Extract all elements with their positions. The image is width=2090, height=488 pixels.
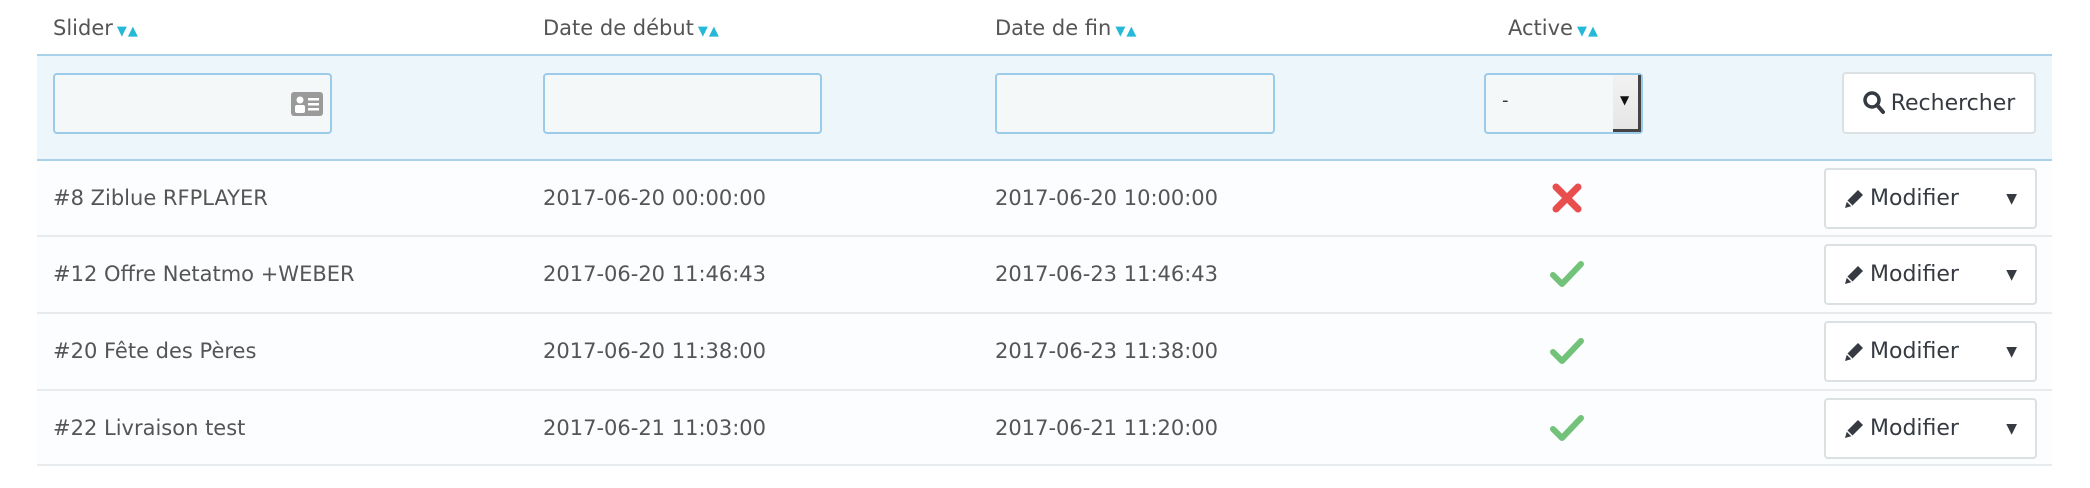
dropdown-caret-icon[interactable]: ▼ xyxy=(2006,190,2017,207)
dropdown-caret-icon[interactable]: ▼ xyxy=(2006,420,2017,437)
sort-asc-icon[interactable]: ▲ xyxy=(708,24,720,39)
slider-name: #22 Livraison test xyxy=(53,416,246,440)
table-row: #20 Fête des Pères 2017-06-20 11:38:00 2… xyxy=(37,314,2052,391)
modifier-button[interactable]: Modifier ▼ xyxy=(1824,398,2037,459)
slider-name: #20 Fête des Pères xyxy=(53,339,257,363)
column-header-date-debut: Date de début ▼▲ xyxy=(543,16,720,40)
modifier-button[interactable]: Modifier ▼ xyxy=(1824,168,2037,229)
start-date: 2017-06-21 11:03:00 xyxy=(543,416,767,440)
contact-card-icon xyxy=(291,92,323,116)
sort-icons[interactable]: ▼▲ xyxy=(1115,24,1137,39)
pencil-icon xyxy=(1845,419,1863,438)
modifier-label: Modifier xyxy=(1870,262,1959,287)
modifier-label: Modifier xyxy=(1870,339,1959,364)
start-date: 2017-06-20 11:38:00 xyxy=(543,339,767,363)
sort-icons[interactable]: ▼▲ xyxy=(1577,24,1599,39)
pencil-icon xyxy=(1845,265,1863,284)
end-date: 2017-06-23 11:38:00 xyxy=(995,339,1219,363)
sort-icons[interactable]: ▼▲ xyxy=(117,24,139,39)
start-date: 2017-06-20 00:00:00 xyxy=(543,186,767,210)
check-icon[interactable] xyxy=(1550,413,1584,448)
date-debut-filter-input[interactable] xyxy=(543,73,822,134)
sort-desc-icon[interactable]: ▼ xyxy=(697,24,709,39)
modifier-label: Modifier xyxy=(1870,416,1959,441)
sort-asc-icon[interactable]: ▲ xyxy=(1587,24,1599,39)
column-header-date-fin: Date de fin ▼▲ xyxy=(995,16,1138,40)
dropdown-caret-icon[interactable]: ▼ xyxy=(2006,343,2017,360)
modifier-button[interactable]: Modifier ▼ xyxy=(1824,321,2037,382)
active-filter-select[interactable]: - ▼ xyxy=(1484,73,1643,134)
sort-desc-icon[interactable]: ▼ xyxy=(1576,24,1588,39)
dropdown-caret-icon[interactable]: ▼ xyxy=(2006,266,2017,283)
modifier-button[interactable]: Modifier ▼ xyxy=(1824,244,2037,305)
table-row: #12 Offre Netatmo +WEBER 2017-06-20 11:4… xyxy=(37,237,2052,314)
sort-desc-icon[interactable]: ▼ xyxy=(1115,24,1127,39)
modifier-label: Modifier xyxy=(1870,186,1959,211)
search-icon xyxy=(1862,91,1885,114)
end-date: 2017-06-23 11:46:43 xyxy=(995,262,1219,286)
sort-asc-icon[interactable]: ▲ xyxy=(127,24,139,39)
date-fin-filter-input[interactable] xyxy=(995,73,1275,134)
column-header-slider: Slider ▼▲ xyxy=(53,16,139,40)
pencil-icon xyxy=(1845,342,1863,361)
start-date: 2017-06-20 11:46:43 xyxy=(543,262,767,286)
pencil-icon xyxy=(1845,189,1863,208)
slider-name: #12 Offre Netatmo +WEBER xyxy=(53,262,355,286)
check-icon[interactable] xyxy=(1550,259,1584,294)
sort-desc-icon[interactable]: ▼ xyxy=(116,24,128,39)
caret-down-icon: ▼ xyxy=(1620,93,1630,107)
table-row: #8 Ziblue RFPLAYER 2017-06-20 00:00:00 2… xyxy=(37,161,2052,237)
slider-filter-input[interactable] xyxy=(53,73,332,134)
search-button[interactable]: Rechercher xyxy=(1842,72,2036,134)
cross-icon[interactable] xyxy=(1550,183,1584,218)
sort-icons[interactable]: ▼▲ xyxy=(698,24,720,39)
table-row: #22 Livraison test 2017-06-21 11:03:00 2… xyxy=(37,391,2052,466)
end-date: 2017-06-21 11:20:00 xyxy=(995,416,1219,440)
end-date: 2017-06-20 10:00:00 xyxy=(995,186,1219,210)
sort-asc-icon[interactable]: ▲ xyxy=(1126,24,1138,39)
select-arrow-box[interactable]: ▼ xyxy=(1613,75,1641,132)
column-header-active: Active ▼▲ xyxy=(1508,16,1599,40)
slider-name: #8 Ziblue RFPLAYER xyxy=(53,186,268,210)
check-icon[interactable] xyxy=(1550,336,1584,371)
